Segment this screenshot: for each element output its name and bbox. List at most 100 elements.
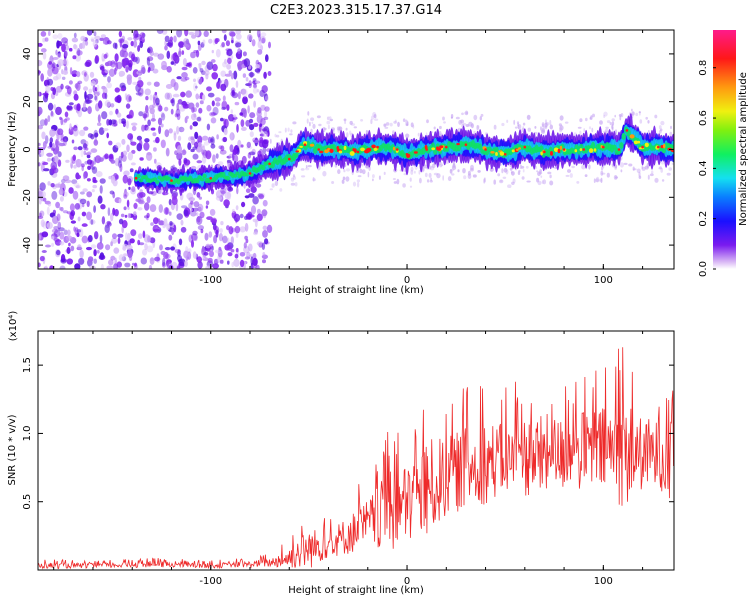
noise-speckle [100,66,105,71]
noise-speckle [73,146,78,151]
noise-speckle [137,45,141,52]
noise-speckle [246,251,251,259]
noise-speckle [146,81,152,86]
noise-speckle [47,202,52,207]
noise-speckle [41,231,49,238]
noise-speckle [110,119,117,125]
noise-speckle [202,39,206,45]
ridge-scatter [542,179,547,185]
noise-speckle [94,35,101,41]
ridge-scatter [356,179,361,183]
noise-speckle [200,70,206,75]
ridge-hotspot [456,143,460,146]
ridge-scatter [455,116,460,120]
noise-speckle [110,241,113,247]
noise-speckle [206,123,211,131]
noise-speckle [82,40,86,49]
noise-speckle [93,258,97,264]
ridge-scatter [507,184,512,188]
noise-speckle [55,49,58,56]
noise-speckle [231,227,236,233]
noise-speckle [155,136,160,144]
noise-speckle [222,61,228,68]
noise-speckle [131,125,137,132]
noise-speckle [145,151,153,161]
ridge-scatter [436,173,441,179]
ridge-scatter [579,118,583,123]
noise-speckle [82,143,88,149]
noise-speckle [235,232,239,238]
noise-speckle [168,211,172,216]
ridge-scatter [342,176,346,181]
ridge-scatter [442,116,445,121]
noise-speckle [252,252,257,260]
noise-speckle [64,50,68,57]
noise-speckle [55,249,61,256]
ridge-scatter [451,165,457,170]
ridge-scatter [345,176,350,182]
ridge-scatter [441,164,444,167]
ridge-point [523,145,527,149]
noise-speckle [42,141,47,149]
noise-speckle [66,258,74,265]
ridge-scatter [357,175,362,178]
noise-speckle [74,263,81,269]
noise-speckle [63,59,67,65]
noise-speckle [187,142,192,151]
ridge-scatter [659,128,663,132]
noise-speckle [205,247,211,252]
noise-speckle [249,112,256,119]
noise-speckle [199,100,204,105]
noise-speckle [220,221,224,226]
noise-speckle [133,40,138,48]
ridge-point [268,162,271,166]
noise-speckle [241,201,246,208]
ridge-point [641,145,644,149]
ridge-scatter [534,126,537,129]
noise-speckle [51,228,59,234]
ridge-scatter [329,118,334,122]
noise-speckle [136,192,144,199]
ridge-scatter [601,166,604,171]
ridge-scatter [410,166,414,172]
noise-speckle [142,249,148,256]
noise-speckle [239,213,244,219]
ridge-point [484,148,487,151]
ridge-hotspot [413,151,418,154]
noise-speckle [214,97,221,102]
noise-speckle [211,49,214,54]
ridge-point [337,148,340,151]
noise-speckle [231,208,235,214]
ridge-scatter [654,177,659,183]
ridge-scatter [269,188,273,191]
noise-speckle [211,217,217,225]
noise-speckle [68,187,74,194]
ridge-scatter [419,177,422,184]
ridge-band-3 [621,132,626,140]
noise-speckle [55,73,62,80]
noise-speckle [185,90,192,98]
ridge-scatter [502,176,507,179]
noise-speckle [59,116,62,120]
noise-speckle [190,51,196,59]
ridge-scatter [522,126,524,131]
noise-speckle [52,215,59,225]
ridge-scatter [620,113,624,118]
ridge-scatter [518,169,521,173]
noise-speckle [161,64,168,71]
spectrogram-y-ticks: -40 -20 0 20 40 [22,48,674,253]
noise-speckle [124,262,131,268]
ridge-scatter [641,165,644,170]
noise-speckle [224,118,229,128]
noise-speckle [59,231,65,240]
noise-speckle [164,106,169,112]
noise-speckle [241,88,248,98]
noise-speckle [211,245,214,251]
noise-speckle [128,95,132,102]
noise-speckle [240,88,247,95]
noise-speckle [71,155,76,165]
ridge-scatter [353,126,357,129]
ridge-scatter [583,128,585,133]
ridge-scatter [463,175,467,180]
snr-frame [37,330,675,571]
